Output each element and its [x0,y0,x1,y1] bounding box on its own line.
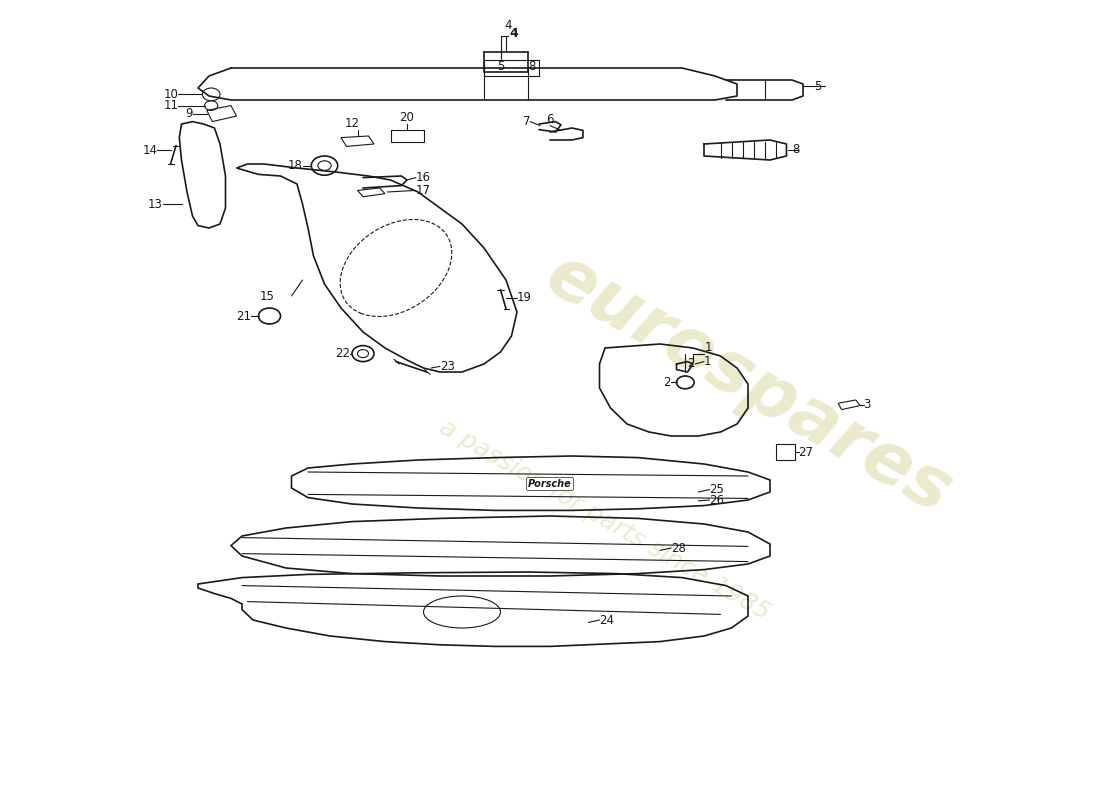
Text: 8: 8 [792,143,800,156]
Text: 13: 13 [147,198,163,210]
Text: 5: 5 [497,60,504,73]
Text: 23: 23 [440,360,455,373]
Text: 19: 19 [517,291,532,304]
Text: a passion for parts since 1985: a passion for parts since 1985 [436,415,774,625]
Text: 21: 21 [235,310,251,322]
Text: 18: 18 [287,159,303,172]
Text: Porsche: Porsche [528,479,572,489]
Text: 2: 2 [663,376,671,389]
Text: 6: 6 [547,113,553,126]
Text: 4: 4 [505,19,512,32]
Text: 28: 28 [671,542,686,554]
Text: 8: 8 [528,60,536,73]
Text: eurospares: eurospares [534,240,962,528]
Text: 26: 26 [710,494,725,506]
Text: 7: 7 [522,115,530,128]
Text: 1: 1 [704,355,712,368]
Text: 15: 15 [260,290,275,302]
Text: 25: 25 [710,483,725,496]
Text: 10: 10 [163,88,178,101]
Text: 16: 16 [416,171,431,184]
Text: 2: 2 [688,358,695,370]
Text: 3: 3 [864,398,871,411]
Text: 27: 27 [799,446,814,458]
Text: 17: 17 [416,184,431,197]
Text: 1: 1 [705,341,713,354]
Text: 22: 22 [334,347,350,360]
Text: 12: 12 [344,117,360,130]
Text: 14: 14 [142,144,157,157]
Text: 24: 24 [600,614,615,626]
Text: 11: 11 [163,99,178,112]
Text: 20: 20 [399,111,415,124]
Text: 9: 9 [185,107,192,120]
Text: 4: 4 [509,27,518,40]
Text: 5: 5 [814,80,822,93]
